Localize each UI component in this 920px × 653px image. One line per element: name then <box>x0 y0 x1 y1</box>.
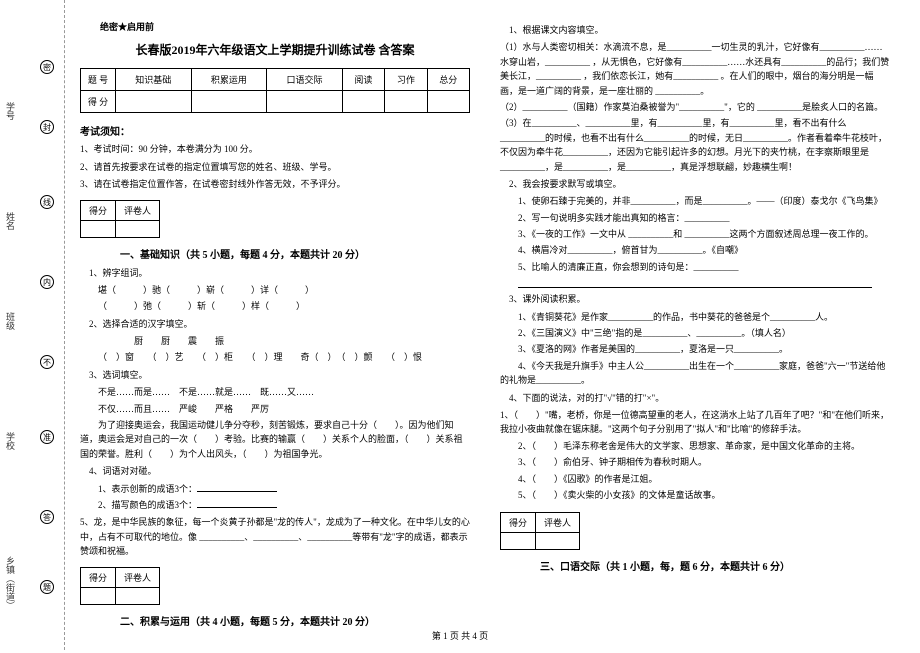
s2-q1: 1、根据课文内容填空。 <box>500 23 890 37</box>
notice-2: 2、请首先按要求在试卷的指定位置填写您的姓名、班级、学号。 <box>80 161 470 175</box>
q2-r2: （ ）窗 （ ）艺 （ ）柜 （ ）理 奇（ ） （ ）颤 （ ）恨 <box>80 350 470 364</box>
s2-q1-2: （2）__________（国籍）作家莫泊桑被誉为"__________"，它的… <box>500 100 890 114</box>
s2-q2: 2、我会按要求默写或填空。 <box>500 177 890 191</box>
margin-circle-6: 答 <box>40 510 54 524</box>
q5: 5、龙，是中华民族的象征，每一个炎黄子孙都是"龙的传人"，龙成为了一种文化。在中… <box>80 515 470 558</box>
s2-q3: 3、课外阅读积累。 <box>500 292 890 306</box>
notice-3: 3、请在试卷指定位置作答，在试卷密封线外作答无效，不予评分。 <box>80 178 470 192</box>
margin-circle-5: 准 <box>40 430 54 444</box>
th-3: 口语交际 <box>267 69 343 91</box>
margin-label-4: 学号 <box>4 102 17 120</box>
q1-r2: （ ）弛（ ）斩（ ）样（ ） <box>80 299 470 313</box>
q2: 2、选择合适的汉字填空。 <box>80 317 470 331</box>
q1: 1、辨字组词。 <box>80 266 470 280</box>
s2-q4-3: 3、（ ）俞伯牙、钟子期相传为春秋时期人。 <box>500 455 890 469</box>
th-0: 题 号 <box>81 69 116 91</box>
margin-label-0: 乡镇（街道） <box>4 556 17 610</box>
margin-label-3: 姓名 <box>4 212 17 230</box>
s2-q4-2: 2、（ ）毛泽东称老舍是伟大的文学家、思想家、革命家，是中国文化革命的主将。 <box>500 439 890 453</box>
th-2: 积累运用 <box>191 69 267 91</box>
margin-circle-1: 封 <box>40 120 54 134</box>
th-5: 习作 <box>385 69 427 91</box>
score-row-label: 得 分 <box>81 91 116 113</box>
s2-q4: 4、下面的说法，对的打"√"错的打"×"。 <box>500 391 890 405</box>
page-footer: 第 1 页 共 4 页 <box>0 629 920 642</box>
s2-q3-4: 4、《今天我是升旗手》中主人公__________出生在一个__________… <box>500 359 890 388</box>
s2-q4-4: 4、（ ）《囚歌》的作者是江姐。 <box>500 472 890 486</box>
exam-title: 长春版2019年六年级语文上学期提升训练试卷 含答案 <box>80 41 470 58</box>
th-1: 知识基础 <box>116 69 192 91</box>
s2-q3-1: 1、《青铜葵花》是作家__________的作品，书中葵花的爸爸是个______… <box>500 310 890 324</box>
margin-circle-7: 题 <box>40 580 54 594</box>
th-4: 阅读 <box>342 69 384 91</box>
margin-circle-3: 内 <box>40 275 54 289</box>
margin-label-2: 班级 <box>4 312 17 330</box>
s2-q1-1: （1）水与人类密切相关：水滴流不息，是__________一切生灵的乳汁，它好像… <box>500 40 890 98</box>
s2-q2-3: 3、《一夜的工作》一文中从 __________和 __________这两个方… <box>500 227 890 241</box>
section1-title: 一、基础知识（共 5 小题，每题 4 分，本题共计 20 分） <box>80 246 470 261</box>
s2-q1-3: （3）在__________、__________里，有__________里，… <box>500 116 890 174</box>
s2-q2-5: 5、比喻人的清廉正直，你会想到的诗句是：__________ <box>500 260 890 274</box>
q4-1: 1、表示创新的成语3个： <box>80 482 470 496</box>
score-table: 题 号 知识基础 积累运用 口语交际 阅读 习作 总分 得 分 <box>80 68 470 113</box>
section3-title: 三、口语交际（共 1 小题，每，题 6 分，本题共计 6 分） <box>500 558 890 573</box>
secret-label: 绝密★启用前 <box>100 20 470 33</box>
s2-q2-2: 2、写一句说明多实践才能出真知的格言：__________ <box>500 211 890 225</box>
grader-table-3: 得分评卷人 <box>500 512 580 550</box>
q2-r1: 厨 厨 震 振 <box>80 334 470 348</box>
q3-r2: 不仅……而且…… 严峻 严格 严厉 <box>80 402 470 416</box>
s2-q2-4: 4、横眉冷对__________，俯首甘为__________。《自嘲》 <box>500 243 890 257</box>
section2-title: 二、积累与运用（共 4 小题，每题 5 分，本题共计 20 分） <box>80 613 470 628</box>
margin-circle-4: 不 <box>40 355 54 369</box>
grader-table-1: 得分评卷人 <box>80 200 160 238</box>
q3-p1: 为了迎接奥运会，我国运动健儿争分夺秒，刻苦锻炼，要求自己十分（ ）。因为他们知道… <box>80 418 470 461</box>
notice-title: 考试须知： <box>80 123 470 138</box>
s2-q2-1: 1、使卵石臻于完美的，并非__________，而是__________。——（… <box>500 194 890 208</box>
q1-r1: 堪（ ）驰（ ）崭（ ）详（ ） <box>80 283 470 297</box>
th-6: 总分 <box>427 69 469 91</box>
q4-2: 2、描写颜色的成语3个： <box>80 498 470 512</box>
s2-q4-1: 1、（ ）"嘴，老桥，你是一位德高望重的老人，在这淌水上站了几百年了吧？"和"在… <box>500 408 890 437</box>
margin-circle-0: 密 <box>40 60 54 74</box>
notice-1: 1、考试时间：90 分钟，本卷满分为 100 分。 <box>80 143 470 157</box>
q3-r1: 不是……而是…… 不是……就是…… 既……又…… <box>80 385 470 399</box>
margin-label-1: 学校 <box>4 432 17 450</box>
q4: 4、词语对对碰。 <box>80 464 470 478</box>
s2-q4-5: 5、（ ）《卖火柴的小女孩》的文体是童话故事。 <box>500 488 890 502</box>
s2-q3-3: 3、《夏洛的网》作者是美国的__________，夏洛是一只__________… <box>500 342 890 356</box>
grader-table-2: 得分评卷人 <box>80 567 160 605</box>
q3: 3、选词填空。 <box>80 368 470 382</box>
margin-circle-2: 线 <box>40 195 54 209</box>
s2-q3-2: 2、《三国演义》中"三绝"指的是__________、__________。（填… <box>500 326 890 340</box>
